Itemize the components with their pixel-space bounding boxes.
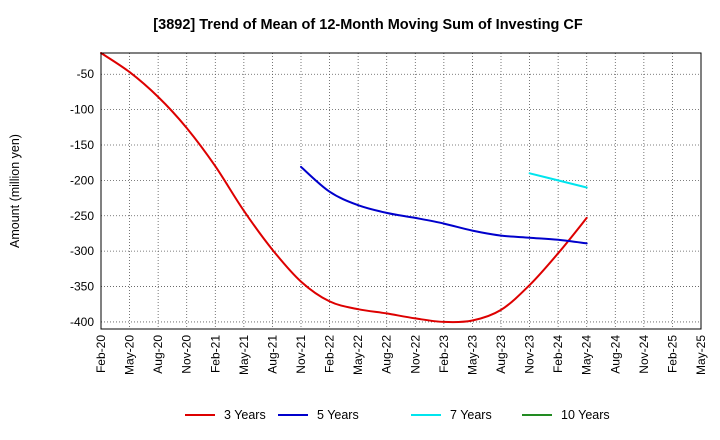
y-tick-label: -300 [70,244,94,258]
x-tick-labels: Feb-20 May-20 Aug-20 Nov-20 Feb-21 May-21 Aug-… [94,335,708,375]
y-tick-label: -100 [70,103,94,117]
x-tick-label: Feb-20 [94,335,108,373]
series-line-5-years [300,165,588,245]
y-tick-label: -150 [70,138,94,152]
y-tick-labels: -50 -100 -150 -200 -250 -300 -350 -400 [70,67,94,329]
x-tick-label: Aug-24 [608,335,622,374]
legend-label-5-years: 5 Years [317,408,359,422]
x-tick-label: Feb-23 [437,335,451,373]
x-tick-label: Nov-23 [523,335,537,374]
grid-layer [101,53,701,329]
y-tick-label: -400 [70,315,94,329]
x-tick-label: May-23 [465,335,479,375]
x-tick-label: May-21 [237,335,251,375]
x-tick-label: Nov-20 [180,335,194,374]
x-tick-label: Nov-21 [294,335,308,374]
x-tick-label: Nov-22 [408,335,422,374]
x-tick-label: May-20 [123,335,137,375]
x-tick-label: Aug-21 [265,335,279,374]
legend-label-7-years: 7 Years [450,408,492,422]
x-tick-label: Feb-24 [551,335,565,373]
series-line-3-years [100,52,588,324]
x-tick-label: Feb-22 [323,335,337,373]
legend: 3 Years 5 Years 7 Years 10 Years [185,408,610,422]
chart-title: [3892] Trend of Mean of 12-Month Moving … [153,17,583,33]
x-tick-label: May-22 [351,335,365,375]
y-tick-label: -250 [70,209,94,223]
x-tick-label: Aug-23 [494,335,508,374]
series-layer [100,52,588,324]
x-tick-label: May-25 [694,335,708,375]
x-tick-label: Feb-21 [208,335,222,373]
x-tick-label: Aug-22 [380,335,394,374]
y-axis-label: Amount (million yen) [8,134,22,248]
x-tick-label: Nov-24 [637,335,651,374]
y-tick-label: -50 [77,67,95,81]
y-tick-label: -200 [70,173,94,187]
y-tick-label: -350 [70,280,94,294]
plot-frame [100,52,702,330]
x-tick-label: May-24 [580,335,594,375]
x-tick-label: Feb-25 [665,335,679,373]
x-tick-label: Aug-20 [151,335,165,374]
legend-label-3-years: 3 Years [224,408,266,422]
legend-label-10-years: 10 Years [561,408,610,422]
series-line-7-years [528,172,588,189]
